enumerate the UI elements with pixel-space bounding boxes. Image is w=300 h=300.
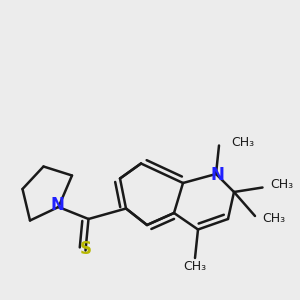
Text: CH₃: CH₃ bbox=[183, 260, 207, 274]
Text: S: S bbox=[80, 240, 92, 258]
Text: N: N bbox=[50, 196, 64, 214]
Text: CH₃: CH₃ bbox=[270, 178, 293, 191]
Text: CH₃: CH₃ bbox=[262, 212, 286, 226]
Text: CH₃: CH₃ bbox=[231, 136, 254, 149]
Text: N: N bbox=[211, 167, 224, 184]
